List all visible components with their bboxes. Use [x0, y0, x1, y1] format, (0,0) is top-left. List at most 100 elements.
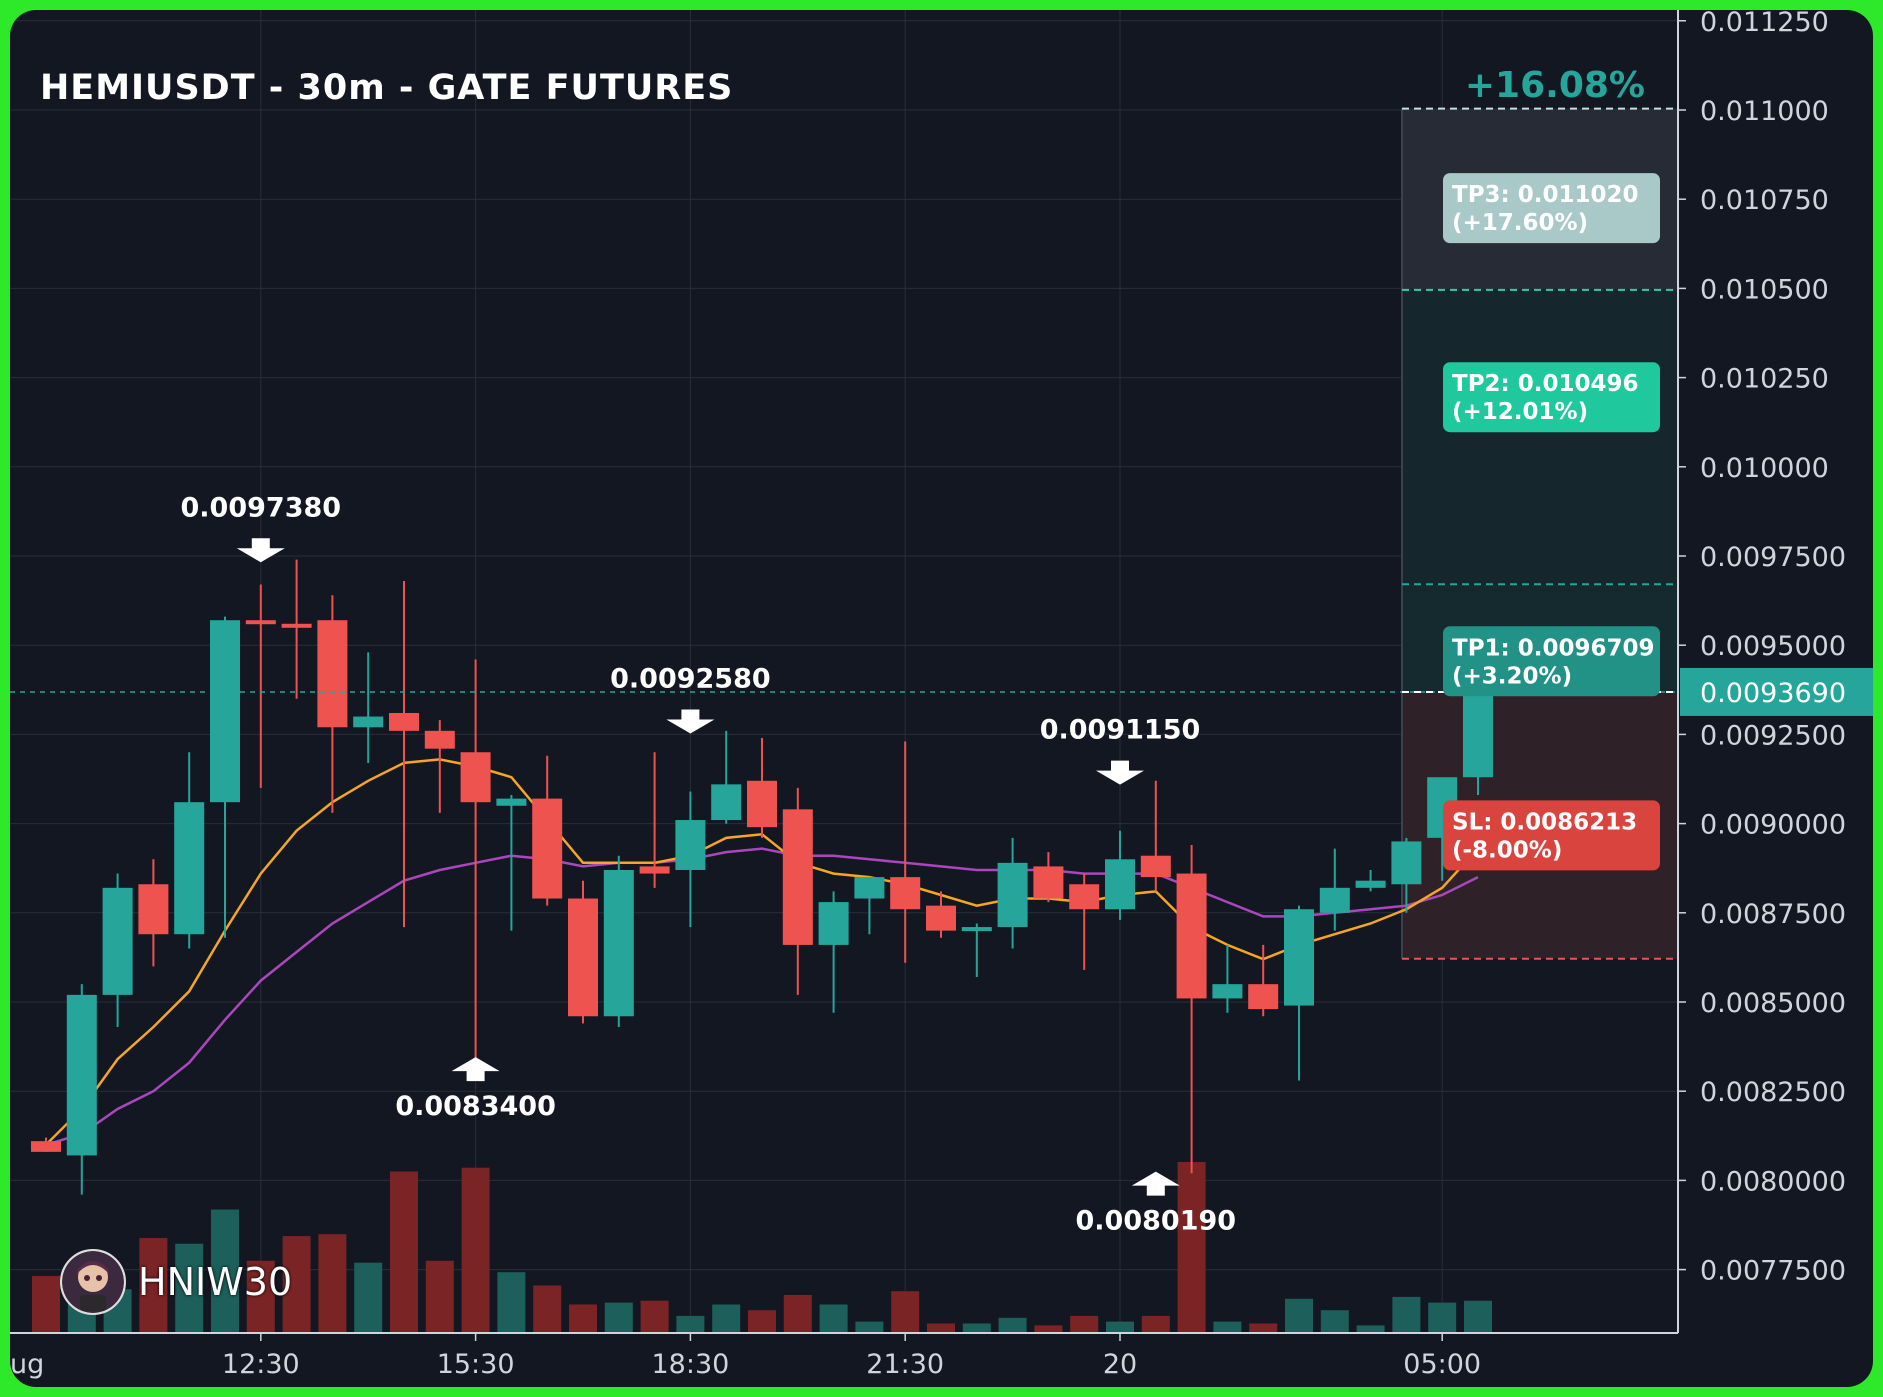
candle-body[interactable]	[1248, 984, 1279, 1010]
candle-body[interactable]	[818, 902, 849, 945]
sl-percent: (-8.00%)	[1452, 837, 1562, 863]
candle-body[interactable]	[1140, 855, 1171, 878]
high-arrow-icon	[236, 538, 285, 563]
volume-bar	[282, 1236, 311, 1333]
price-tick-label: 0.0085000	[1700, 988, 1846, 1019]
volume-bar	[390, 1171, 418, 1333]
tp1-percent: (+3.20%)	[1452, 663, 1572, 689]
candle-body[interactable]	[210, 620, 240, 803]
tp1-label: TP1: 0.0096709	[1452, 635, 1655, 661]
high-arrow-icon	[666, 709, 715, 734]
candle-body[interactable]	[532, 798, 563, 899]
candle-body[interactable]	[281, 623, 312, 628]
chart-title: HEMIUSDT - 30m - GATE FUTURES	[40, 68, 734, 108]
candle-body[interactable]	[1355, 880, 1386, 888]
price-tick-label: 0.0090000	[1700, 810, 1846, 841]
tp3-label: TP3: 0.011020	[1452, 182, 1639, 208]
watermark: HNIW30	[60, 1247, 292, 1317]
candle-body[interactable]	[1463, 691, 1493, 778]
candle-body[interactable]	[890, 877, 921, 910]
volume-bar	[1070, 1315, 1099, 1333]
candle-body[interactable]	[138, 884, 169, 935]
low-arrow-icon	[1131, 1171, 1180, 1196]
candle-body[interactable]	[997, 862, 1028, 928]
candle-body[interactable]	[317, 620, 348, 728]
watermark-text: HNIW30	[138, 1260, 293, 1304]
time-tick-label: 12:30	[222, 1349, 300, 1380]
candle-body[interactable]	[31, 1141, 61, 1152]
candle-body[interactable]	[460, 752, 491, 803]
volume-bar	[998, 1317, 1027, 1333]
candle-body[interactable]	[568, 898, 598, 1017]
price-tick-label: 0.010000	[1700, 453, 1829, 484]
volume-bar	[139, 1238, 168, 1333]
current-price-tag	[1680, 667, 1873, 716]
candle-body[interactable]	[747, 780, 777, 828]
candle-body[interactable]	[1069, 884, 1100, 910]
volume-bar	[1320, 1310, 1349, 1333]
volume-bar	[32, 1276, 60, 1333]
candle-body[interactable]	[1033, 866, 1064, 899]
candle-body[interactable]	[603, 869, 634, 1017]
volume-bar	[927, 1323, 955, 1333]
high-marker-label: 0.0097380	[181, 492, 342, 523]
time-tick-label: 05:00	[1403, 1349, 1481, 1380]
candle-body[interactable]	[66, 994, 97, 1156]
price-tick-label: 0.0087500	[1700, 899, 1846, 930]
volume-bar	[211, 1209, 239, 1333]
sl-label: SL: 0.0086213	[1452, 809, 1637, 835]
low-marker-label: 0.0080190	[1076, 1206, 1237, 1237]
candle-body[interactable]	[1212, 984, 1243, 999]
candle-body[interactable]	[1284, 909, 1314, 1006]
candle-body[interactable]	[1105, 859, 1135, 910]
volume-bar	[1034, 1325, 1063, 1333]
volume-bar	[1356, 1325, 1385, 1333]
volume-bar	[533, 1285, 562, 1333]
tp2-label: TP2: 0.010496	[1452, 371, 1639, 397]
price-tick-label: 0.011000	[1700, 96, 1829, 127]
candle-body[interactable]	[174, 802, 205, 935]
volume-bar	[318, 1234, 347, 1333]
price-tick-label: 0.0095000	[1700, 631, 1846, 662]
price-tick-label: 0.0080000	[1700, 1166, 1846, 1197]
candle-body[interactable]	[424, 730, 455, 749]
time-tick-label: 18:30	[651, 1349, 729, 1380]
price-tick-label: 0.0077500	[1700, 1256, 1846, 1287]
candle-body[interactable]	[353, 716, 384, 728]
volume-bar	[569, 1304, 597, 1333]
volume-bar	[425, 1260, 454, 1333]
volume-bar	[1392, 1296, 1421, 1333]
candle-body[interactable]	[782, 809, 813, 945]
low-arrow-icon	[451, 1057, 500, 1082]
candle-body[interactable]	[1391, 841, 1422, 885]
tp3-box	[1443, 173, 1660, 244]
volume-bar	[748, 1310, 776, 1333]
tp2-zone	[1402, 289, 1678, 585]
candle-body[interactable]	[1319, 887, 1350, 913]
price-chart[interactable]: 0.011250 0.011000 0.010750 0.010500 0.010250…	[10, 10, 1873, 1387]
candle-body[interactable]	[389, 712, 419, 731]
price-tick-label: 0.011250	[1700, 10, 1829, 38]
volume-bar	[855, 1321, 884, 1333]
candle-body[interactable]	[496, 798, 527, 806]
tp1-box	[1443, 626, 1660, 697]
time-tick-label: ug	[10, 1349, 44, 1380]
time-tick-label: 15:30	[437, 1349, 515, 1380]
tp2-box	[1443, 362, 1660, 433]
candle-body[interactable]	[854, 877, 885, 899]
volume-bar	[676, 1315, 705, 1333]
candle-body[interactable]	[102, 887, 133, 995]
price-tick-label: 0.0082500	[1700, 1077, 1846, 1108]
candle-body[interactable]	[245, 620, 276, 625]
volume-bar	[604, 1302, 633, 1333]
candle-body[interactable]	[1176, 873, 1207, 999]
candle-body[interactable]	[711, 784, 742, 821]
volume-bar	[497, 1272, 526, 1333]
candle-body[interactable]	[639, 866, 670, 874]
price-tick-label: 0.0092500	[1700, 720, 1846, 751]
candle-body[interactable]	[926, 905, 956, 931]
volume-bar	[1213, 1321, 1242, 1333]
candle-body[interactable]	[961, 927, 992, 932]
candle-body[interactable]	[675, 820, 706, 870]
chart-frame: 0.011250 0.011000 0.010750 0.010500 0.010250…	[10, 10, 1873, 1387]
